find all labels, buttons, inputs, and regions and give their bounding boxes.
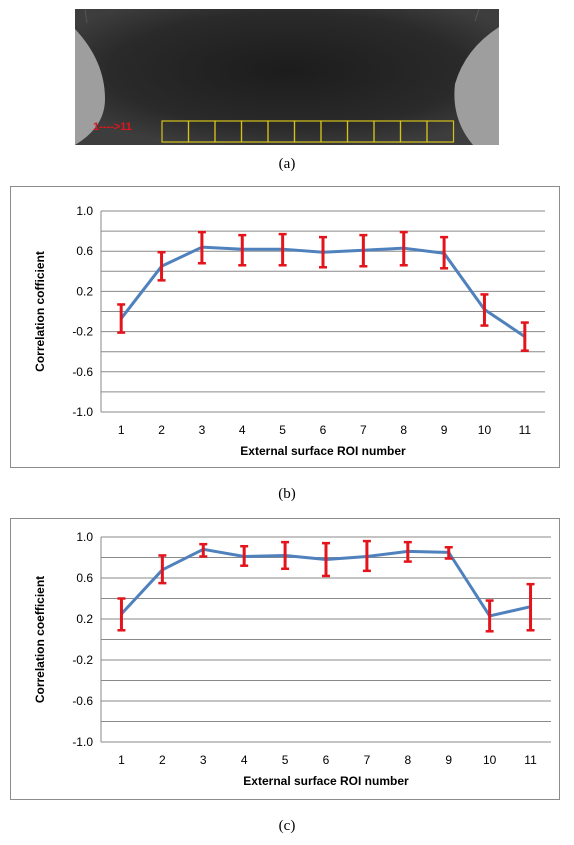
- y-axis-label: Correlation cofficient: [33, 251, 47, 372]
- x-tick-label: 1: [118, 423, 125, 437]
- chart-b-frame: 1.0 0.6 0.2 -0.2 -0.6 -1.0 1 2 3 4 5 6 7 8 9 10 11 Extern…: [10, 186, 560, 468]
- y-tick-label: -0.2: [72, 653, 93, 667]
- x-axis-label: External surface ROI number: [243, 774, 409, 788]
- roi-image: 1---->11: [75, 9, 499, 145]
- error-bar: [117, 303, 126, 334]
- x-tick-label: 9: [445, 753, 452, 767]
- error-bar: [362, 539, 371, 573]
- error-bar: [319, 235, 327, 269]
- x-axis-label: External surface ROI number: [240, 444, 406, 458]
- x-tick-label: 6: [320, 423, 327, 437]
- x-tick-label: 5: [279, 423, 286, 437]
- x-tick-label: 1: [118, 753, 125, 767]
- x-tick-label: 6: [323, 753, 330, 767]
- error-bar: [197, 230, 206, 265]
- y-tick-label: 0.2: [76, 612, 93, 626]
- error-bar: [117, 597, 126, 632]
- error-bar: [240, 544, 249, 567]
- chart-c: 1.0 0.6 0.2 -0.2 -0.6 -1.0 1 2 3 4 5 6 7 8 9 10 11 Extern…: [33, 530, 551, 788]
- x-tick-label: 10: [478, 423, 492, 437]
- y-tick-label: 0.2: [76, 284, 93, 298]
- y-tick-label: 0.6: [76, 244, 93, 258]
- caption-b: (b): [278, 486, 296, 502]
- tissue-region: [75, 9, 499, 145]
- roi-box-row: [161, 120, 455, 143]
- caption-a: (a): [278, 156, 296, 172]
- x-tick-label: 2: [159, 753, 166, 767]
- error-bar: [526, 582, 535, 632]
- error-bar: [157, 250, 166, 282]
- x-tick-label: 8: [400, 423, 407, 437]
- error-bar: [359, 233, 368, 268]
- y-tick-label: -1.0: [72, 735, 93, 749]
- roi-range-label: 1---->11: [93, 121, 132, 133]
- x-tick-label: 11: [519, 423, 532, 437]
- error-bar: [440, 235, 449, 270]
- y-tick-label: 1.0: [76, 530, 93, 544]
- x-tick-label: 3: [199, 423, 206, 437]
- y-axis-label: Correlation coefficient: [33, 576, 47, 703]
- chart-c-frame: 1.0 0.6 0.2 -0.2 -0.6 -1.0 1 2 3 4 5 6 7 8 9 10 11 Extern…: [10, 518, 560, 800]
- error-bar: [322, 541, 330, 578]
- y-tick-label: -0.6: [72, 365, 93, 379]
- error-bar: [399, 230, 408, 267]
- x-tick-label: 7: [360, 423, 367, 437]
- x-tick-label: 3: [200, 753, 207, 767]
- error-bar: [281, 540, 290, 571]
- error-bar: [238, 233, 247, 267]
- error-bar: [403, 540, 412, 563]
- error-bar: [444, 546, 453, 560]
- x-tick-label: 5: [282, 753, 289, 767]
- roi-box: [426, 120, 455, 143]
- y-tick-label: -0.6: [72, 694, 93, 708]
- error-bar: [158, 554, 167, 585]
- error-bar: [520, 321, 529, 352]
- x-tick-label: 8: [404, 753, 411, 767]
- y-tick-label: -1.0: [72, 405, 93, 419]
- x-tick-label: 2: [158, 423, 165, 437]
- error-bar: [199, 542, 208, 558]
- y-tick-label: -0.2: [72, 325, 93, 339]
- x-tick-label: 11: [524, 753, 537, 767]
- error-bar: [278, 232, 287, 267]
- x-tick-label: 4: [241, 753, 248, 767]
- error-bar: [480, 293, 489, 327]
- chart-b: 1.0 0.6 0.2 -0.2 -0.6 -1.0 1 2 3 4 5 6 7 8 9 10 11 Extern…: [33, 204, 545, 458]
- error-bar: [485, 599, 494, 633]
- caption-c: (c): [278, 818, 296, 834]
- x-tick-label: 9: [441, 423, 448, 437]
- y-tick-label: 1.0: [76, 204, 93, 218]
- x-tick-label: 10: [483, 753, 497, 767]
- x-tick-label: 4: [239, 423, 246, 437]
- x-tick-label: 7: [364, 753, 371, 767]
- y-tick-label: 0.6: [76, 571, 93, 585]
